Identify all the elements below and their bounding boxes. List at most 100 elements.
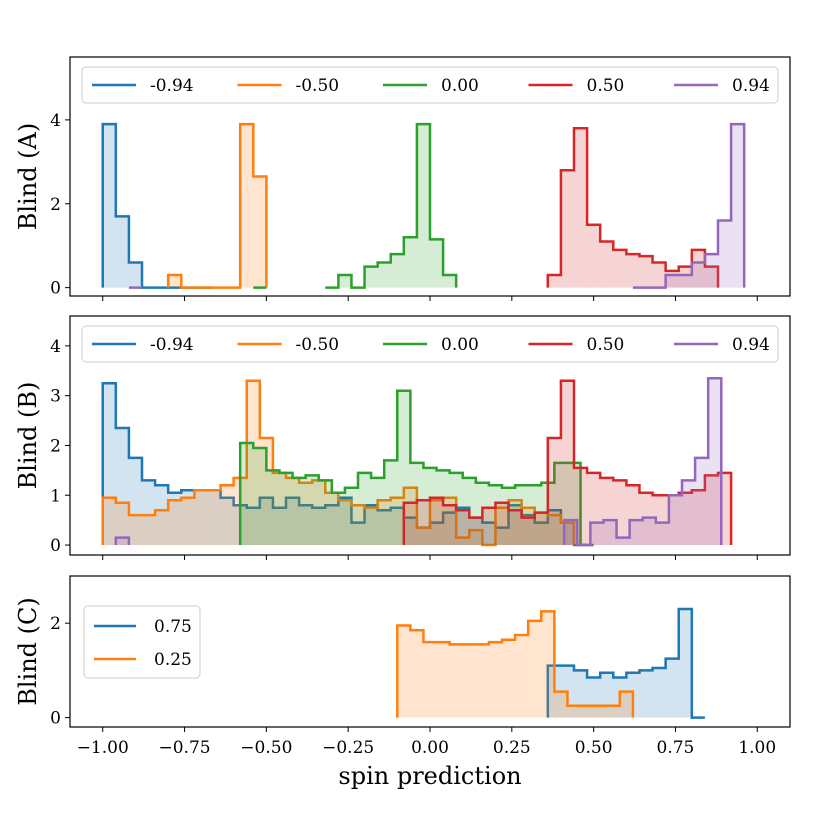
bar-fill [351,522,365,546]
bar-fill [390,254,404,288]
y-tick-label: 2 [50,436,61,456]
bar-fill [456,537,470,546]
bar-fill [416,527,430,546]
bar-fill [482,522,496,546]
bar-fill [194,490,208,546]
bar-fill [626,254,640,288]
bar-fill [128,262,142,288]
bar-fill [358,472,372,546]
bar-fill [560,380,574,546]
bar-fill [253,176,267,288]
panel-1: 0 2 4 Blind (A) -0.94 -0.50 0.00 0.50 0.94 [14,56,791,301]
bar-fill [521,515,535,546]
bar-fill [691,262,705,288]
bar-fill [305,475,319,546]
bar-fill [469,530,483,546]
bar-fill [344,487,358,546]
bar-fill [678,609,692,718]
bar-fill [240,124,254,288]
bar-fill [495,507,509,546]
bar-fill [564,520,578,546]
bar-fill [207,490,221,546]
bar-fill [475,644,489,718]
bar-fill [423,467,437,546]
bar-fill [629,520,643,546]
series-outline [166,122,268,289]
bar-fill [338,497,352,546]
bar-fill [115,502,129,546]
series-0.94 [128,122,746,289]
bar-fill [606,705,620,718]
bar-fill [547,515,561,546]
bar-fill [580,705,594,718]
legend-label: 0.00 [441,335,479,355]
bar-fill [416,527,430,546]
bar-fill [704,254,718,288]
bar-fill [652,262,666,288]
bar-fill [613,249,627,288]
y-tick-label: 2 [50,614,61,634]
bar-fill [521,517,535,546]
series-outline [396,610,635,718]
y-axis-title: Blind (B) [14,382,42,490]
bar-fill [488,642,502,718]
series-0.94 [114,376,723,547]
y-tick-label: 3 [50,387,61,407]
bar-fill [731,124,745,288]
bar-fill [168,275,182,288]
plot-area [396,607,705,719]
bar-fill [515,634,529,718]
bar-fill [115,216,129,288]
series-0.00 [253,122,458,289]
bar-fill [246,507,260,546]
bar-fill [338,500,352,546]
bar-fill [574,128,588,288]
series-outline [402,379,733,546]
bar-fill [462,644,476,718]
bar-fill [482,507,496,546]
bar-fill [115,428,129,546]
series-outline [101,379,576,547]
bar-fill [443,275,457,288]
legend-label: 0.00 [441,76,479,96]
bar-fill [220,497,234,546]
bar-fill [587,677,601,718]
bar-fill [430,522,444,546]
bar-fill [377,500,391,546]
legend-label: 0.94 [732,335,770,355]
series-0.50 [546,127,720,288]
bar-fill [207,490,221,546]
bar-fill [155,485,169,546]
bar-fill [397,625,411,718]
bar-fill [449,644,463,718]
legend-label: 0.25 [154,650,192,670]
bar-fill [554,691,568,718]
bar-fill [416,500,430,546]
bar-fill [102,124,116,288]
bar-fill [443,497,457,546]
series-outline [546,127,720,288]
bar-fill [704,266,718,288]
bar-fill [299,505,313,546]
bar-fill [508,510,522,546]
y-axis-title: Blind (A) [14,123,42,231]
bar-fill [678,492,692,546]
bar-fill [272,472,286,546]
bar-fill [665,658,679,718]
bar-fill [616,537,630,546]
y-axis-title: Blind (C) [14,597,42,706]
bar-fill [128,457,142,546]
bar-fill [488,485,502,546]
bar-fill [168,492,182,546]
bar-fill [590,522,604,546]
bar-fill [312,507,326,546]
bar-fill [547,437,561,546]
bar-fill [502,639,516,718]
bar-fill [102,383,116,546]
y-tick-label: 2 [50,195,61,215]
bar-fill [390,497,404,546]
bar-fill [704,475,718,546]
bar-fill [508,505,522,546]
bar-fill [384,460,398,546]
bar-fill [652,668,666,718]
